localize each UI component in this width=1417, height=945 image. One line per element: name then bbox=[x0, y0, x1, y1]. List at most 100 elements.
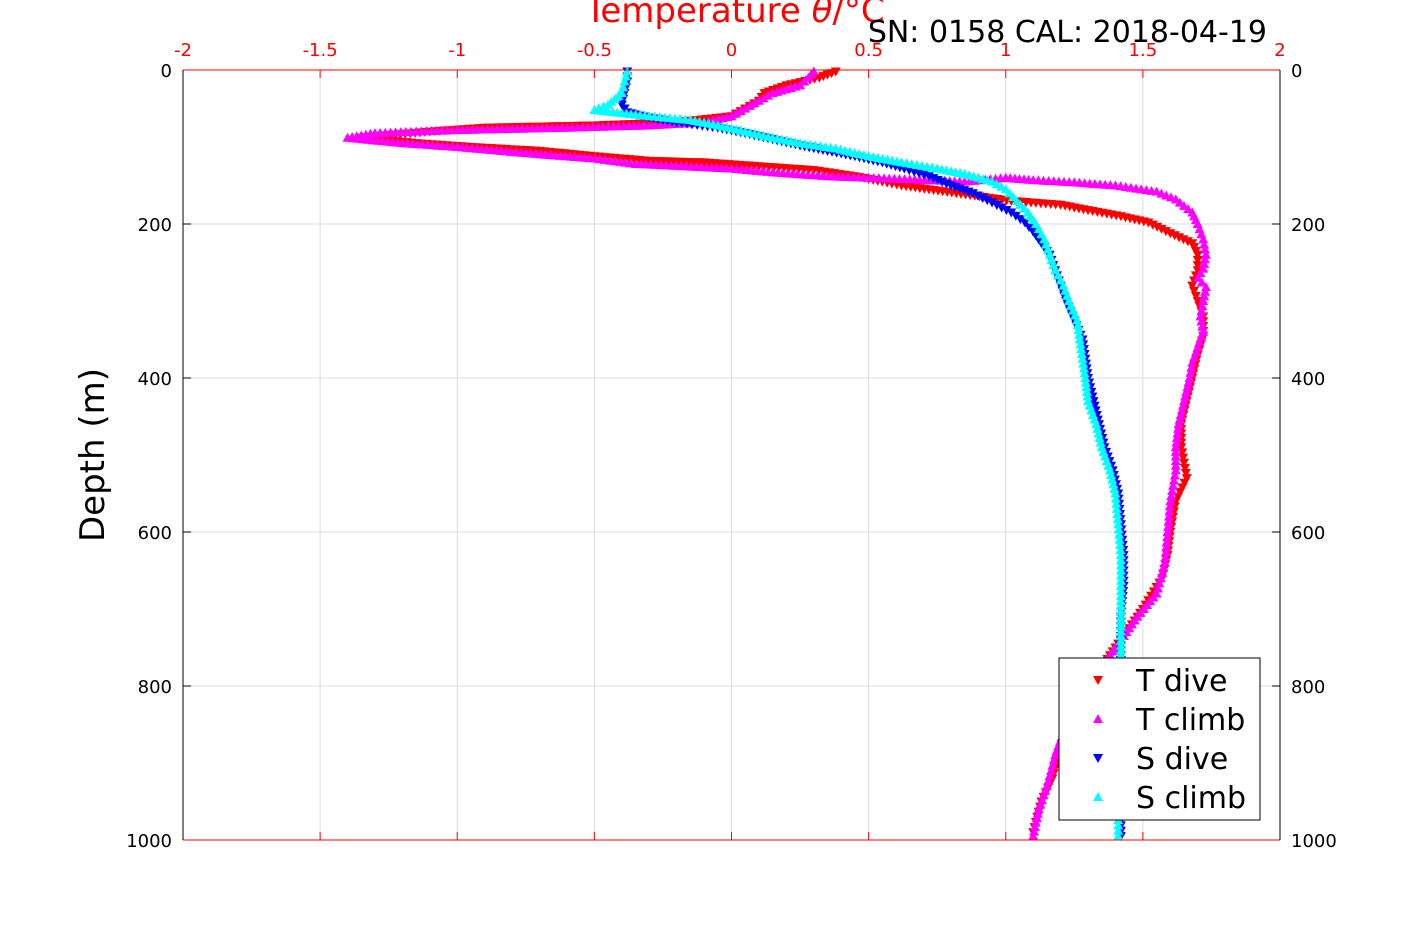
data-point bbox=[618, 82, 629, 92]
data-point bbox=[1163, 521, 1174, 531]
data-point bbox=[1189, 286, 1200, 296]
data-point bbox=[1169, 470, 1180, 480]
data-point bbox=[1155, 573, 1166, 583]
data-point bbox=[1048, 755, 1059, 765]
data-point bbox=[1200, 254, 1211, 264]
data-point bbox=[1033, 804, 1044, 814]
data-point bbox=[1180, 391, 1191, 401]
data-point bbox=[1115, 596, 1126, 606]
data-point bbox=[1161, 537, 1172, 547]
y-tick-label-left: 400 bbox=[138, 369, 172, 390]
data-point bbox=[1080, 377, 1091, 387]
data-point bbox=[1154, 578, 1165, 588]
x-tick-label: 2 bbox=[1274, 40, 1285, 61]
legend-label: T dive bbox=[1135, 664, 1227, 699]
data-point bbox=[1179, 458, 1190, 468]
data-point bbox=[1010, 211, 1021, 221]
data-point bbox=[1170, 465, 1181, 475]
data-point bbox=[1031, 813, 1042, 823]
data-point bbox=[1160, 552, 1171, 562]
data-point bbox=[1199, 291, 1210, 301]
data-point bbox=[1158, 562, 1169, 572]
data-point bbox=[1028, 831, 1039, 841]
data-point bbox=[1115, 621, 1126, 631]
data-point bbox=[1112, 514, 1123, 524]
data-point bbox=[1176, 405, 1187, 415]
data-point bbox=[1162, 532, 1173, 542]
data-point bbox=[1079, 368, 1090, 378]
data-point bbox=[1164, 501, 1175, 511]
data-point bbox=[1185, 367, 1196, 377]
data-point bbox=[982, 196, 993, 206]
data-point bbox=[1200, 282, 1211, 292]
data-point bbox=[1111, 503, 1122, 513]
data-point bbox=[1115, 570, 1126, 580]
data-point bbox=[1106, 470, 1117, 480]
data-point bbox=[1110, 493, 1121, 503]
data-point bbox=[1113, 519, 1124, 529]
data-point bbox=[1115, 560, 1126, 570]
data-point bbox=[1196, 316, 1207, 326]
data-point bbox=[1174, 414, 1185, 424]
y-tick-label-left: 0 bbox=[161, 61, 172, 82]
data-point bbox=[1115, 544, 1126, 554]
legend-label: T climb bbox=[1135, 703, 1245, 738]
data-point bbox=[1196, 306, 1207, 316]
data-point bbox=[1115, 575, 1126, 585]
data-point bbox=[1015, 215, 1026, 225]
data-point bbox=[1113, 825, 1124, 835]
data-point bbox=[1115, 555, 1126, 565]
data-point bbox=[1200, 244, 1211, 254]
data-point bbox=[1184, 373, 1195, 382]
data-point bbox=[1115, 580, 1126, 590]
y-tick-label-right: 1000 bbox=[1291, 831, 1337, 852]
data-point bbox=[1170, 456, 1181, 466]
data-point bbox=[1030, 822, 1041, 832]
data-point bbox=[1115, 635, 1126, 645]
legend-marker bbox=[1093, 754, 1103, 763]
data-point bbox=[1115, 616, 1126, 626]
data-point bbox=[1115, 640, 1126, 650]
legend-marker bbox=[1093, 714, 1103, 723]
data-point bbox=[1047, 760, 1058, 770]
data-point bbox=[1163, 511, 1174, 521]
data-point bbox=[1172, 423, 1183, 433]
data-point bbox=[1181, 474, 1192, 484]
data-point bbox=[1115, 650, 1126, 660]
data-point bbox=[1167, 485, 1178, 495]
data-point bbox=[1032, 808, 1043, 818]
data-point bbox=[1166, 491, 1177, 501]
data-point bbox=[972, 191, 983, 201]
data-point bbox=[1006, 208, 1017, 218]
x-tick-label: -1 bbox=[448, 40, 466, 61]
x-tick-label: 1 bbox=[1000, 40, 1011, 61]
data-point bbox=[1115, 539, 1126, 549]
data-point bbox=[1200, 286, 1211, 296]
data-point bbox=[1161, 542, 1172, 552]
data-point bbox=[1157, 568, 1168, 578]
data-point bbox=[1111, 498, 1122, 508]
data-point bbox=[1113, 831, 1124, 841]
data-point bbox=[1165, 496, 1176, 506]
data-point bbox=[1168, 480, 1179, 490]
data-point bbox=[1001, 205, 1012, 215]
data-point bbox=[1115, 601, 1126, 611]
data-point bbox=[1170, 442, 1181, 452]
legend-label: S climb bbox=[1136, 781, 1246, 816]
legend-box bbox=[1058, 657, 1261, 821]
x-tick-label: -1.5 bbox=[303, 40, 338, 61]
data-point bbox=[1115, 565, 1126, 575]
y-tick-label-left: 800 bbox=[138, 677, 172, 698]
data-point bbox=[1200, 249, 1211, 259]
y-tick-label-right: 400 bbox=[1291, 369, 1325, 390]
data-point bbox=[1170, 460, 1181, 470]
data-point bbox=[1160, 547, 1171, 557]
data-point bbox=[1110, 488, 1121, 498]
data-point bbox=[1113, 820, 1124, 830]
data-point bbox=[1082, 391, 1093, 401]
data-point bbox=[996, 203, 1007, 213]
data-point bbox=[1094, 433, 1105, 443]
data-point bbox=[1197, 301, 1208, 311]
data-point bbox=[1081, 382, 1092, 392]
data-point bbox=[1192, 266, 1203, 276]
